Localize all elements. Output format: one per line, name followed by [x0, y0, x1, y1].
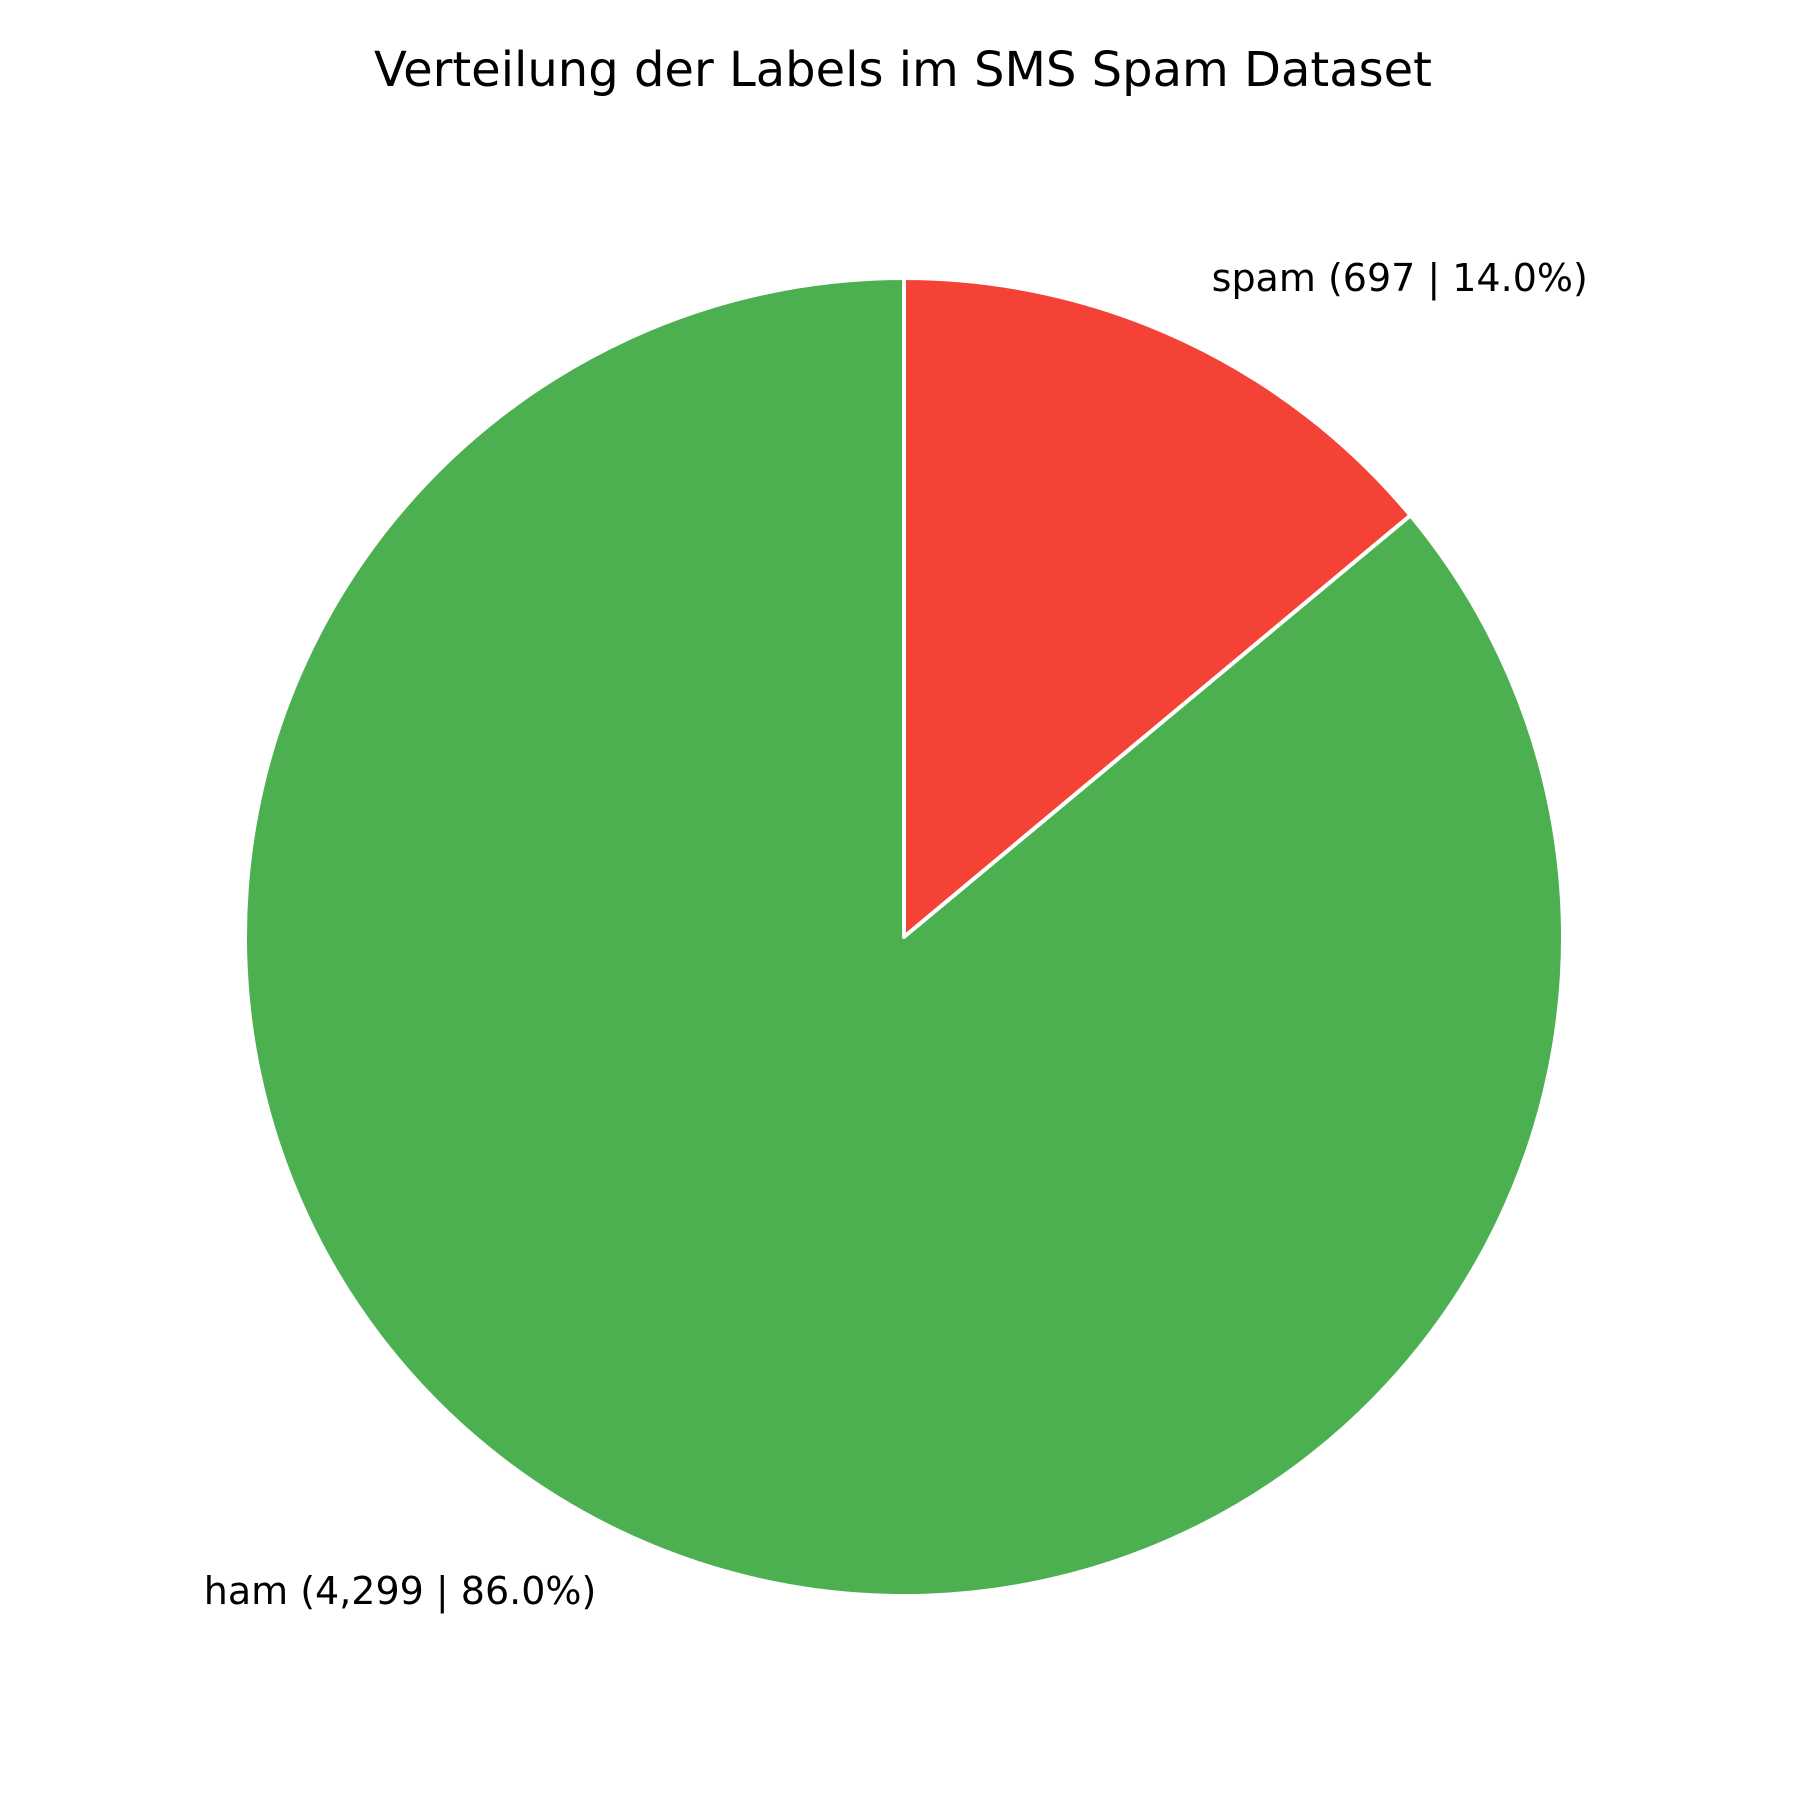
- slice-label-spam: spam (697 | 14.0%): [1212, 256, 1588, 301]
- pie-slice-spam: [902, 276, 1413, 939]
- slice-label-ham: ham (4,299 | 86.0%): [204, 1569, 597, 1614]
- pie-labels: spam (697 | 14.0%) ham (4,299 | 86.0%): [204, 256, 1588, 1614]
- pie-slices: [243, 276, 1565, 1598]
- pie-slice-ham: [243, 276, 1565, 1598]
- chart-title: Verteilung der Labels im SMS Spam Datase…: [374, 42, 1432, 98]
